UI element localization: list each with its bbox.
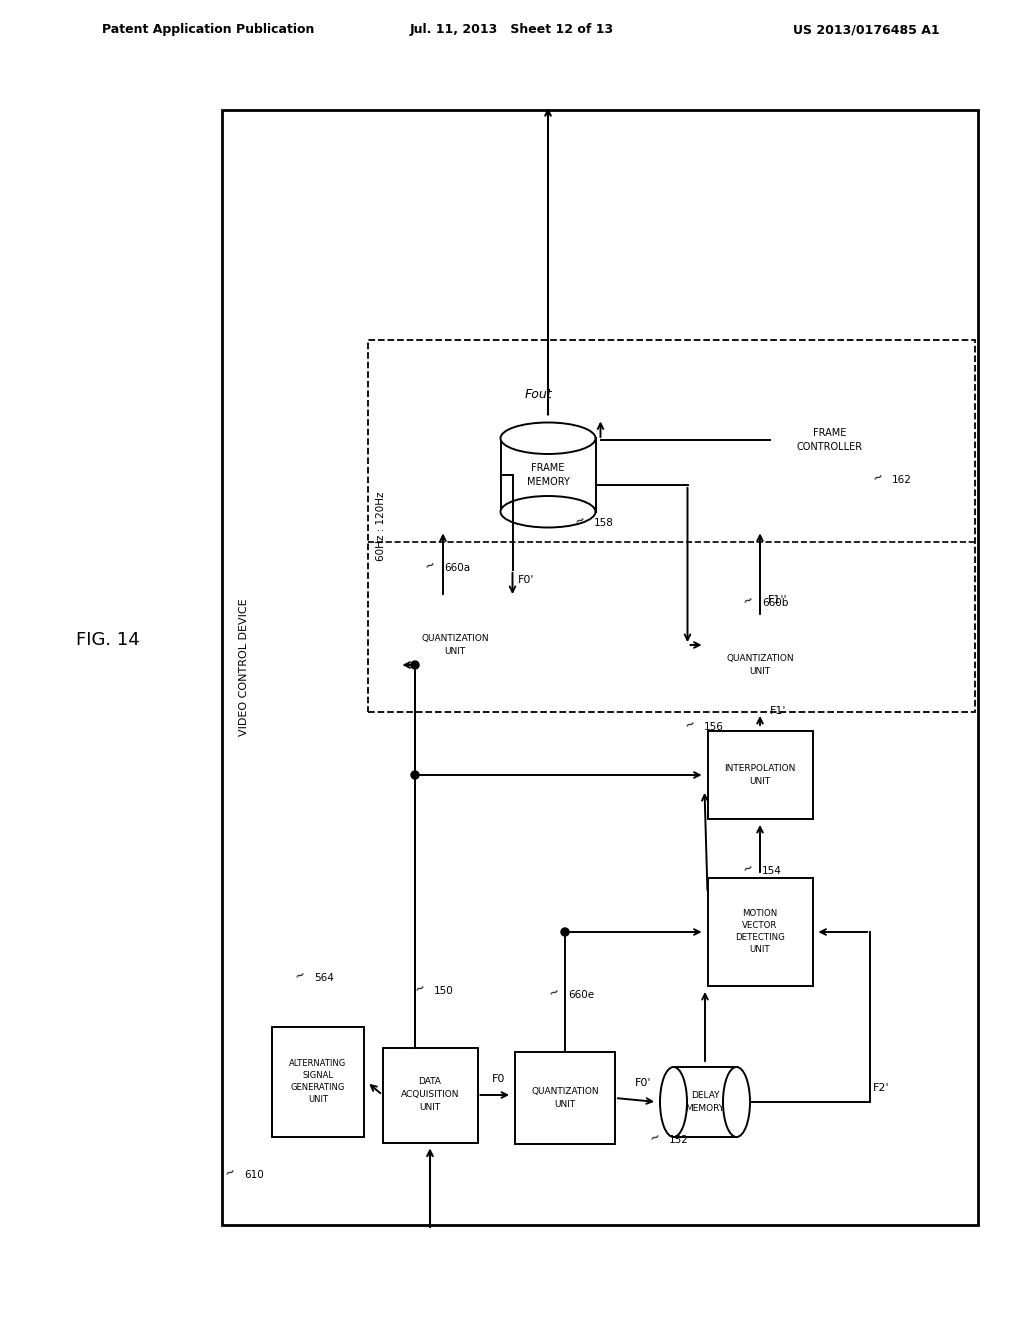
Text: F0: F0	[492, 1074, 505, 1084]
Text: ∼: ∼	[682, 715, 697, 733]
Text: Jul. 11, 2013   Sheet 12 of 13: Jul. 11, 2013 Sheet 12 of 13	[410, 24, 614, 37]
Text: 60Hz : 120Hz: 60Hz : 120Hz	[376, 491, 386, 561]
Text: UNIT: UNIT	[750, 777, 771, 785]
Bar	[708, 878, 812, 986]
Circle shape	[561, 928, 569, 936]
Text: 660e: 660e	[568, 990, 594, 1001]
Text: US 2013/0176485 A1: US 2013/0176485 A1	[794, 24, 940, 37]
Text: QUANTIZATION: QUANTIZATION	[421, 634, 488, 643]
Text: 610: 610	[244, 1170, 264, 1180]
Circle shape	[411, 771, 419, 779]
Text: MEMORY: MEMORY	[526, 477, 569, 487]
Text: Fout: Fout	[524, 388, 552, 401]
Text: DATA: DATA	[419, 1077, 441, 1086]
Text: 660b: 660b	[762, 598, 788, 609]
Text: ∼: ∼	[293, 966, 307, 983]
Text: Patent Application Publication: Patent Application Publication	[102, 24, 314, 37]
Text: FRAME: FRAME	[531, 463, 564, 473]
Text: UNIT: UNIT	[750, 945, 770, 954]
Text: FRAME: FRAME	[813, 428, 847, 438]
Text: MOTION: MOTION	[742, 909, 777, 919]
Text: INTERPOLATION: INTERPOLATION	[724, 764, 796, 774]
Text: F0': F0'	[635, 1078, 651, 1088]
Text: 660a: 660a	[444, 564, 470, 573]
Text: CONTROLLER: CONTROLLER	[797, 442, 863, 451]
Text: DETECTING: DETECTING	[735, 933, 785, 942]
Text: 154: 154	[762, 866, 782, 876]
Text: ∼: ∼	[647, 1129, 663, 1146]
Text: ∼: ∼	[572, 512, 588, 528]
Text: UNIT: UNIT	[420, 1104, 440, 1113]
Text: 158: 158	[594, 517, 613, 528]
Text: DELAY: DELAY	[691, 1092, 719, 1100]
Bar	[383, 1048, 477, 1143]
Text: 150: 150	[434, 986, 454, 997]
Text: VECTOR: VECTOR	[742, 921, 777, 931]
Text: FIG. 14: FIG. 14	[76, 631, 140, 649]
Text: ∼: ∼	[740, 591, 756, 609]
Ellipse shape	[501, 422, 596, 454]
Text: ∼: ∼	[740, 859, 756, 876]
Bar	[222, 110, 978, 1225]
Ellipse shape	[660, 1067, 687, 1137]
Text: ALTERNATING: ALTERNATING	[290, 1060, 347, 1068]
Text: F1': F1'	[770, 706, 786, 715]
Text: UNIT: UNIT	[444, 647, 466, 656]
Text: ∼: ∼	[413, 979, 427, 997]
Bar	[368, 341, 975, 711]
Text: ACQUISITION: ACQUISITION	[400, 1090, 459, 1100]
Text: 564: 564	[314, 973, 334, 983]
Text: F2': F2'	[873, 1082, 890, 1093]
Text: F0': F0'	[517, 576, 534, 585]
Text: UNIT: UNIT	[750, 667, 771, 676]
Text: QUANTIZATION: QUANTIZATION	[531, 1086, 599, 1096]
Bar	[674, 1067, 736, 1137]
Text: ∼: ∼	[870, 469, 886, 486]
Text: QUANTIZATION: QUANTIZATION	[726, 653, 794, 663]
Text: F1'': F1''	[768, 595, 787, 605]
Text: ∼: ∼	[222, 1164, 238, 1180]
Bar	[708, 731, 812, 818]
Bar	[708, 620, 812, 710]
Bar	[402, 601, 508, 690]
Circle shape	[411, 661, 419, 669]
Text: SIGNAL: SIGNAL	[302, 1072, 334, 1081]
Text: 152: 152	[669, 1135, 689, 1144]
Text: 156: 156	[705, 722, 724, 733]
Bar	[272, 1027, 364, 1137]
Text: ∼: ∼	[423, 557, 437, 573]
Text: MEMORY: MEMORY	[685, 1104, 725, 1113]
Bar	[515, 1052, 615, 1144]
Text: 162: 162	[892, 475, 912, 484]
Ellipse shape	[501, 496, 596, 528]
Text: GENERATING: GENERATING	[291, 1084, 345, 1093]
Text: ∼: ∼	[547, 983, 561, 1001]
Bar	[501, 438, 596, 512]
Text: UNIT: UNIT	[308, 1096, 328, 1105]
Bar	[770, 403, 890, 478]
Text: VIDEO CONTROL DEVICE: VIDEO CONTROL DEVICE	[239, 599, 249, 737]
Ellipse shape	[723, 1067, 750, 1137]
Text: UNIT: UNIT	[554, 1100, 575, 1109]
